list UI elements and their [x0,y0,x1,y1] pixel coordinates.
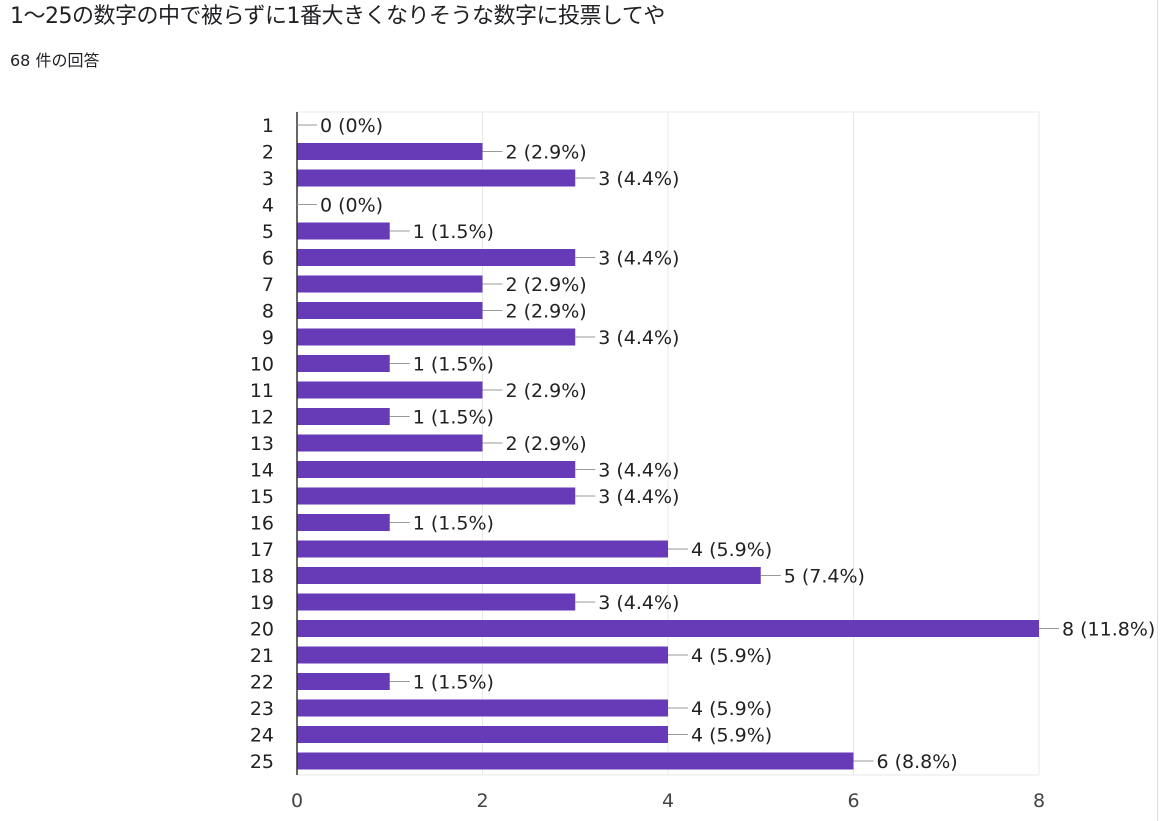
category-label: 18 [250,566,274,588]
data-label: 4 (5.9%) [691,539,772,561]
category-label: 12 [250,407,274,429]
bar [297,514,390,531]
category-label: 13 [250,433,274,455]
bar [297,169,576,187]
bar [297,540,668,558]
category-label: 24 [250,725,274,747]
data-label: 3 (4.4%) [598,592,679,614]
x-tick-label: 4 [662,790,674,812]
x-tick-label: 6 [847,790,859,812]
data-label: 2 (2.9%) [506,380,587,402]
bar [297,143,483,160]
category-labels: 1234567891011121314151617181920212223242… [250,115,274,773]
bar [297,593,576,611]
bar [297,726,668,743]
data-label: 3 (4.4%) [598,327,679,349]
category-label: 4 [262,195,274,217]
category-label: 14 [250,460,274,482]
category-label: 23 [250,698,274,720]
bar [297,408,390,425]
x-tick-label: 2 [476,790,488,812]
bar [297,275,483,293]
bar [297,222,390,240]
data-label: 1 (1.5%) [413,407,494,429]
category-label: 21 [250,645,274,667]
category-label: 19 [250,592,274,614]
category-label: 5 [262,221,274,243]
category-label: 2 [262,142,274,164]
x-tick-label: 0 [291,790,303,812]
category-label: 22 [250,672,274,694]
data-label: 3 (4.4%) [598,486,679,508]
category-label: 9 [262,327,274,349]
bar [297,328,576,346]
panel-divider [1157,0,1158,821]
category-label: 10 [250,354,274,376]
bar [297,302,483,319]
bar [297,434,483,452]
data-label: 2 (2.9%) [506,301,587,323]
bar [297,381,483,399]
data-label: 4 (5.9%) [691,698,772,720]
data-label: 0 (0%) [320,195,383,217]
data-labels: 0 (0%) 2 (2.9%) 3 (4.4%) 0 (0%) 1 (1.5%) 3 (4… [297,115,1155,773]
x-axis-ticks: 0 2 4 6 8 [291,790,1045,812]
x-tick-label: 8 [1033,790,1045,812]
bar [297,249,576,266]
category-label: 17 [250,539,274,561]
category-label: 16 [250,513,274,535]
bar [297,567,761,584]
category-label: 6 [262,248,274,270]
data-label: 2 (2.9%) [506,274,587,296]
data-label: 1 (1.5%) [413,221,494,243]
category-label: 11 [250,380,274,402]
category-label: 1 [262,115,274,137]
data-label: 4 (5.9%) [691,725,772,747]
data-label: 6 (8.8%) [877,751,958,773]
bar [297,487,576,505]
data-label: 3 (4.4%) [598,460,679,482]
data-label: 2 (2.9%) [506,142,587,164]
bar [297,355,390,372]
data-label: 3 (4.4%) [598,168,679,190]
data-label: 1 (1.5%) [413,513,494,535]
bars [296,112,1039,775]
bar [297,646,668,664]
category-label: 15 [250,486,274,508]
data-label: 1 (1.5%) [413,672,494,694]
category-label: 3 [262,168,274,190]
data-label: 5 (7.4%) [784,566,865,588]
bar [297,752,854,770]
category-label: 7 [262,274,274,296]
category-label: 25 [250,751,274,773]
category-label: 20 [250,619,274,641]
bar [297,461,576,478]
chart-title: 1〜25の数字の中で被らずに1番大きくなりそうな数字に投票してや [10,4,665,29]
data-label: 0 (0%) [320,115,383,137]
response-count: 68 件の回答 [10,51,100,70]
data-label: 2 (2.9%) [506,433,587,455]
bar [297,699,668,717]
data-label: 3 (4.4%) [598,248,679,270]
data-label: 8 (11.8%) [1062,619,1155,641]
data-label: 1 (1.5%) [413,354,494,376]
category-label: 8 [262,301,274,323]
data-label: 4 (5.9%) [691,645,772,667]
bar [297,620,1039,637]
bar [297,673,390,690]
